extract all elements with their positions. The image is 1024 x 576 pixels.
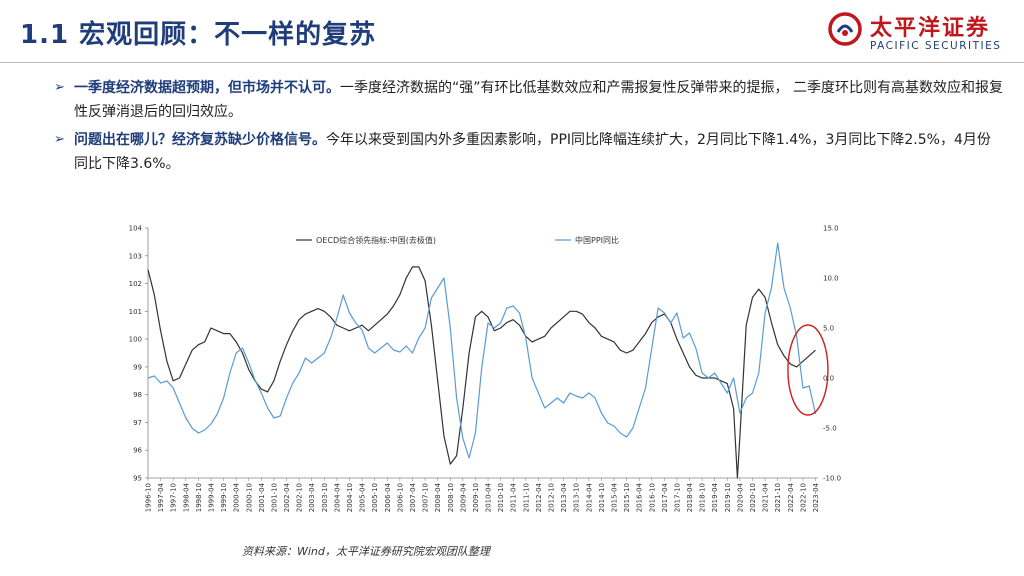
x-tick-label: 2011-04 (510, 482, 518, 512)
x-tick-label: 2020-10 (749, 483, 757, 512)
x-tick-label: 2013-10 (573, 483, 581, 512)
page-title: 1.1 宏观回顾：不一样的复苏 (20, 20, 377, 50)
pacific-securities-logo-icon (828, 12, 862, 46)
header-divider (0, 62, 1024, 63)
bullet-lead: 一季度经济数据超预期，但市场并不认可。 (74, 80, 340, 96)
x-tick-label: 2023-04 (812, 482, 820, 512)
x-tick-label: 2015-10 (623, 483, 631, 512)
bullet-arrow-icon: ➢ (54, 80, 65, 95)
x-tick-label: 2006-10 (396, 483, 404, 512)
y-left-tick-label: 101 (129, 308, 142, 316)
x-tick-label: 2015-04 (610, 482, 618, 512)
x-tick-label: 1999-10 (220, 483, 228, 512)
x-tick-label: 1997-04 (157, 482, 165, 512)
x-tick-label: 2014-04 (585, 482, 593, 512)
x-tick-label: 2004-10 (346, 483, 354, 512)
x-tick-label: 2019-04 (711, 482, 719, 512)
y-left-tick-label: 97 (133, 419, 142, 427)
x-tick-label: 1999-04 (207, 482, 215, 512)
series-line-oecd (147, 266, 816, 479)
legend-label: OECD综合领先指标:中国(去极值) (316, 235, 436, 245)
x-tick-label: 2017-10 (673, 483, 681, 512)
x-tick-label: 2016-04 (636, 482, 644, 512)
y-left-tick-label: 103 (129, 252, 142, 260)
logo-text-en: PACIFIC SECURITIES (870, 40, 1002, 52)
y-right-tick-label: 5.0 (823, 325, 834, 333)
y-left-tick-label: 95 (133, 475, 142, 483)
bullet-text: 今年以来受到国内外多重因素影响，PPI同比降幅连续扩大，2月同比下降1.4%，3… (74, 132, 991, 172)
x-tick-label: 2002-10 (296, 483, 304, 512)
x-tick-label: 2005-10 (371, 483, 379, 512)
x-tick-label: 2002-04 (283, 482, 291, 512)
x-tick-label: 2011-10 (522, 483, 530, 512)
highlight-ellipse (787, 324, 829, 416)
x-tick-label: 2004-04 (333, 482, 341, 512)
logo-text-cn: 太平洋证券 (870, 16, 991, 41)
x-tick-label: 2010-04 (485, 482, 493, 512)
legend-label: 中国PPI同比 (575, 235, 619, 245)
x-tick-label: 2021-04 (762, 482, 770, 512)
x-tick-label: 2005-04 (359, 482, 367, 512)
y-right-tick-label: 0.0 (823, 375, 834, 383)
y-right-tick-label: 10.0 (823, 275, 839, 283)
x-tick-label: 1997-10 (170, 483, 178, 512)
source-note: 资料来源：Wind，太平洋证券研究院宏观团队整理 (242, 545, 490, 558)
y-left-tick-label: 99 (133, 363, 142, 371)
x-tick-label: 2018-04 (686, 482, 694, 512)
x-tick-label: 2021-10 (774, 483, 782, 512)
x-tick-label: 1998-04 (182, 482, 190, 512)
x-tick-label: 2014-10 (598, 483, 606, 512)
y-left-tick-label: 96 (133, 447, 142, 455)
y-right-tick-label: -5.0 (823, 425, 837, 433)
x-tick-label: 2003-04 (308, 482, 316, 512)
x-tick-label: 1998-10 (195, 483, 203, 512)
y-left-tick-label: 104 (129, 225, 143, 233)
bullet-item: ➢ 一季度经济数据超预期，但市场并不认可。一季度经济数据的“强”有环比低基数效应… (54, 76, 1004, 124)
bullet-lead: 问题出在哪儿？经济复苏缺少价格信号。 (74, 132, 326, 148)
x-tick-label: 2009-04 (459, 482, 467, 512)
y-left-tick-label: 98 (133, 391, 142, 399)
x-tick-label: 2010-10 (497, 483, 505, 512)
x-tick-label: 2003-10 (321, 483, 329, 512)
series-line-ppi (147, 242, 817, 459)
x-tick-label: 2007-10 (422, 483, 430, 512)
y-right-tick-label: 15.0 (823, 225, 839, 233)
x-tick-label: 2012-10 (548, 483, 556, 512)
bullet-item: ➢ 问题出在哪儿？经济复苏缺少价格信号。今年以来受到国内外多重因素影响，PPI同… (54, 128, 1004, 176)
y-left-tick-label: 100 (129, 336, 142, 344)
x-tick-label: 2001-04 (258, 482, 266, 512)
x-tick-label: 2016-10 (648, 483, 656, 512)
x-tick-label: 2017-04 (661, 482, 669, 512)
x-tick-label: 2009-10 (472, 483, 480, 512)
y-left-tick-label: 102 (129, 280, 142, 288)
x-tick-label: 2019-10 (724, 483, 732, 512)
x-tick-label: 2008-10 (447, 483, 455, 512)
x-tick-label: 2006-04 (384, 482, 392, 512)
x-tick-label: 2007-04 (409, 482, 417, 512)
y-right-tick-label: -10.0 (823, 475, 841, 483)
x-tick-label: 2022-10 (799, 483, 807, 512)
x-tick-label: 2000-10 (245, 483, 253, 512)
x-tick-label: 2001-10 (270, 483, 278, 512)
logo: 太平洋证券 PACIFIC SECURITIES (828, 8, 1018, 56)
x-tick-label: 2008-04 (434, 482, 442, 512)
x-tick-label: 2020-04 (736, 482, 744, 512)
x-tick-label: 2022-04 (787, 482, 795, 512)
x-tick-label: 2013-04 (560, 482, 568, 512)
bullet-text: 一季度经济数据的“强”有环比低基数效应和产需报复性反弹带来的提振， 二季度环比则… (74, 80, 1003, 120)
x-tick-label: 2000-04 (233, 482, 241, 512)
x-tick-label: 2018-10 (699, 483, 707, 512)
bullet-list: ➢ 一季度经济数据超预期，但市场并不认可。一季度经济数据的“强”有环比低基数效应… (54, 76, 1004, 180)
bullet-arrow-icon: ➢ (54, 132, 65, 147)
x-tick-label: 1996-10 (145, 483, 153, 512)
x-tick-label: 2012-04 (535, 482, 543, 512)
